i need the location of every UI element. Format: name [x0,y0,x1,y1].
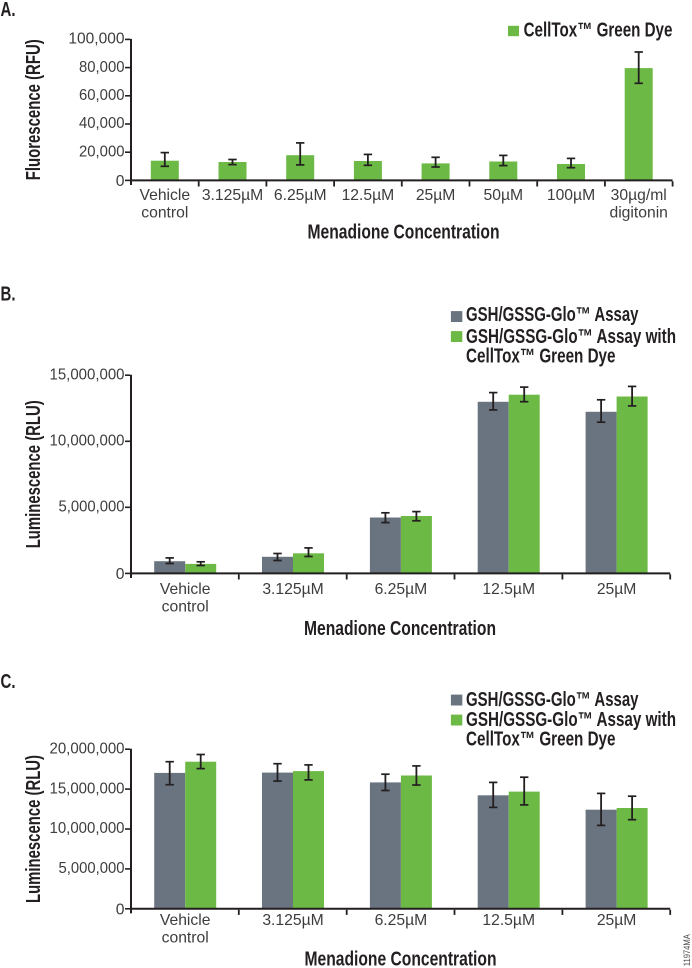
svg-text:control: control [162,598,209,615]
svg-text:0: 0 [116,901,125,918]
svg-text:3.125µM: 3.125µM [202,187,263,204]
svg-text:40,000: 40,000 [79,115,125,132]
svg-text:60,000: 60,000 [79,87,125,104]
svg-text:control: control [141,204,188,221]
svg-text:11974MA: 11974MA [682,934,692,966]
svg-text:25µM: 25µM [416,187,456,204]
svg-text:12.5µM: 12.5µM [482,912,535,929]
svg-text:15,000,000: 15,000,000 [50,366,125,383]
svg-text:80,000: 80,000 [79,59,125,76]
svg-text:5,000,000: 5,000,000 [59,860,125,877]
svg-text:A.: A. [1,0,16,21]
svg-text:Luminescence (RLU): Luminescence (RLU) [23,400,45,548]
svg-text:100,000: 100,000 [68,31,124,48]
svg-text:100µM: 100µM [547,187,595,204]
svg-text:12.5µM: 12.5µM [342,187,395,204]
svg-text:12.5µM: 12.5µM [482,581,535,598]
svg-text:25µM: 25µM [597,581,637,598]
svg-text:Menadione Concentration: Menadione Concentration [305,948,497,968]
svg-text:C.: C. [1,671,16,693]
svg-text:GSH/GSSG-Glo™ Assay with: GSH/GSSG-Glo™ Assay with [466,326,676,348]
svg-text:3.125µM: 3.125µM [262,912,323,929]
svg-text:control: control [162,930,209,947]
svg-text:CellTox™ Green Dye: CellTox™ Green Dye [466,729,616,751]
svg-text:30µg/ml: 30µg/ml [611,187,667,204]
svg-text:50µM: 50µM [484,187,524,204]
svg-text:GSH/GSSG-Glo™ Assay with: GSH/GSSG-Glo™ Assay with [466,709,676,731]
svg-text:Vehicle: Vehicle [140,187,191,204]
svg-text:CellTox™ Green Dye: CellTox™ Green Dye [524,20,673,42]
svg-text:6.25µM: 6.25µM [375,581,428,598]
svg-text:GSH/GSSG-Glo™ Assay: GSH/GSSG-Glo™ Assay [466,304,639,326]
svg-text:25µM: 25µM [597,912,637,929]
svg-text:0: 0 [116,173,125,190]
svg-text:6.25µM: 6.25µM [274,187,327,204]
svg-text:digitonin: digitonin [609,204,667,221]
svg-text:Vehicle: Vehicle [160,581,211,598]
svg-text:Vehicle: Vehicle [160,912,211,929]
svg-text:15,000,000: 15,000,000 [50,780,125,797]
svg-text:10,000,000: 10,000,000 [50,433,125,450]
svg-text:20,000,000: 20,000,000 [50,740,125,757]
svg-text:10,000,000: 10,000,000 [50,820,125,837]
svg-text:Menadione Concentration: Menadione Concentration [308,221,500,243]
svg-text:GSH/GSSG-Glo™ Assay: GSH/GSSG-Glo™ Assay [466,689,639,711]
svg-text:Fluorescence (RFU): Fluorescence (RFU) [23,39,45,180]
svg-text:3.125µM: 3.125µM [262,581,323,598]
svg-text:Menadione Concentration: Menadione Concentration [304,618,496,640]
svg-text:Luminescence (RLU): Luminescence (RLU) [23,755,45,903]
svg-text:CellTox™ Green Dye: CellTox™ Green Dye [466,346,616,368]
svg-text:5,000,000: 5,000,000 [59,499,125,516]
svg-text:20,000: 20,000 [79,143,125,160]
svg-text:0: 0 [116,566,125,583]
svg-text:6.25µM: 6.25µM [375,912,428,929]
svg-text:B.: B. [1,284,16,306]
